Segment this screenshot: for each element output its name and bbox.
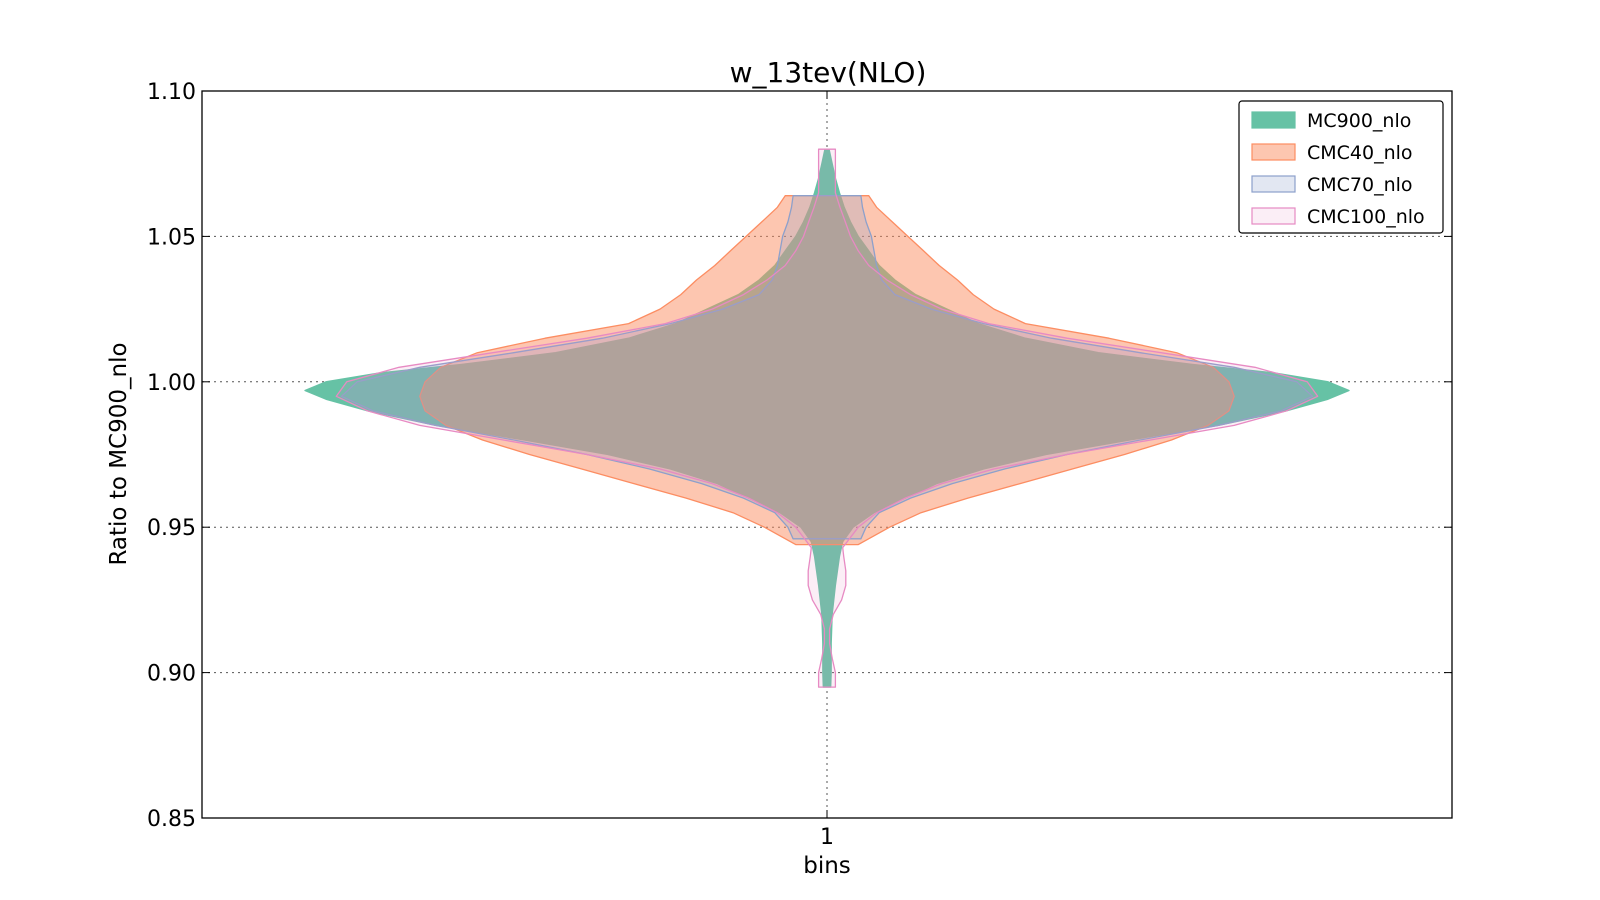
y-axis-title: Ratio to MC900_nlo: [106, 342, 132, 565]
violin-cmc40-nlo: [419, 195, 1235, 546]
violin-cmc70-nlo: [340, 195, 1314, 540]
x-axis-title: bins: [803, 853, 851, 879]
y-tick-label: 0.90: [147, 662, 196, 687]
legend-swatch-cmc70-nlo: [1251, 175, 1296, 193]
legend-frame: [1238, 100, 1444, 234]
y-tick-label: 1.10: [147, 80, 196, 105]
y-tick-label: 0.85: [147, 807, 196, 832]
legend-swatch-cmc40-nlo: [1251, 143, 1296, 161]
legend-label-cmc70-nlo: CMC70_nlo: [1307, 174, 1413, 196]
x-tick-label: 1: [820, 825, 834, 850]
legend-label-mc900-nlo: MC900_nlo: [1307, 110, 1411, 132]
violins: [304, 148, 1350, 688]
legend-swatch-mc900-nlo: [1251, 111, 1296, 129]
legend-label-cmc100-nlo: CMC100_nlo: [1307, 206, 1425, 228]
y-tick-label: 0.95: [147, 516, 196, 541]
violin-cmc100-nlo: [335, 148, 1319, 688]
legend-label-cmc40-nlo: CMC40_nlo: [1307, 142, 1413, 164]
legend-swatch-cmc100-nlo: [1251, 207, 1296, 225]
y-tick-label: 1.05: [147, 225, 196, 250]
chart-title: w_13tev(NLO): [730, 56, 927, 89]
y-tick-label: 1.00: [147, 371, 196, 396]
axis-ticks: 0.85 0.90 0.95 1.00 1.05 1.10 1: [147, 80, 1452, 850]
legend: MC900_nlo CMC40_nlo CMC70_nlo CMC100_nlo: [1238, 100, 1444, 234]
